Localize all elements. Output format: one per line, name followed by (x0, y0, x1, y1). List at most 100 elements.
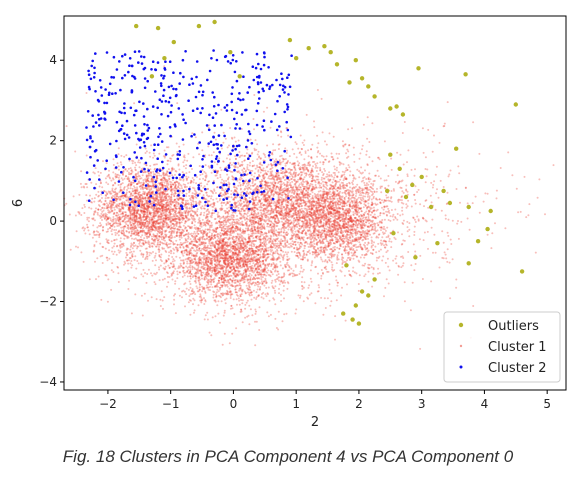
cluster-1-point (128, 190, 131, 193)
cluster-1-point (190, 201, 193, 204)
cluster-1-point (184, 206, 187, 209)
cluster-1-point (215, 272, 218, 275)
cluster-1-point (248, 258, 251, 261)
cluster-1-point (133, 204, 136, 207)
cluster-1-point (140, 226, 143, 229)
cluster-1-point (146, 209, 149, 212)
cluster-1-point (99, 217, 102, 219)
cluster-1-point (141, 187, 144, 190)
cluster-1-point (115, 253, 118, 256)
cluster-1-point (280, 238, 283, 241)
cluster-1-point (148, 218, 151, 221)
cluster-1-point (139, 203, 142, 206)
cluster-1-point (208, 240, 211, 243)
cluster-1-point (167, 168, 170, 171)
cluster-1-point (274, 285, 277, 288)
cluster-1-point (109, 226, 112, 229)
cluster-1-point (188, 295, 191, 297)
cluster-1-point (157, 214, 160, 217)
cluster-1-point (271, 246, 274, 249)
cluster-1-point (139, 217, 142, 220)
cluster-1-point (122, 170, 125, 173)
cluster-1-point (188, 265, 191, 268)
cluster-1-point (135, 212, 138, 214)
cluster-1-point (204, 262, 207, 264)
cluster-1-point (131, 243, 134, 246)
cluster-1-point (139, 199, 142, 202)
cluster-1-point (199, 299, 202, 302)
cluster-1-point (134, 166, 137, 169)
cluster-1-point (69, 248, 72, 251)
cluster-1-point (172, 153, 175, 156)
cluster-1-point (117, 219, 120, 222)
cluster-1-point (167, 204, 170, 207)
cluster-1-point (98, 185, 101, 188)
cluster-1-point (157, 243, 160, 246)
cluster-1-point (222, 270, 225, 273)
cluster-1-point (92, 249, 95, 252)
cluster-1-point (236, 232, 239, 235)
cluster-1-point (136, 178, 139, 181)
cluster-1-point (211, 286, 214, 289)
cluster-1-point (191, 289, 194, 292)
cluster-1-point (160, 233, 163, 236)
cluster-1-point (82, 185, 85, 188)
cluster-1-point (159, 240, 162, 243)
cluster-1-point (127, 262, 130, 265)
cluster-1-point (208, 269, 211, 272)
cluster-1-point (201, 290, 204, 293)
cluster-1-point (177, 184, 180, 187)
cluster-1-point (164, 218, 167, 221)
cluster-1-point (95, 240, 98, 243)
cluster-1-point (217, 279, 220, 282)
cluster-1-point (234, 288, 237, 291)
cluster-1-point (126, 177, 129, 180)
cluster-1-point (162, 217, 165, 220)
cluster-1-point (227, 178, 229, 181)
cluster-1-point (156, 234, 159, 237)
cluster-1-point (235, 327, 238, 330)
cluster-1-point (204, 299, 207, 302)
cluster-1-point (151, 197, 154, 200)
cluster-1-point (213, 266, 216, 269)
cluster-1-point (155, 220, 158, 223)
cluster-1-point (157, 201, 160, 204)
cluster-1-point (245, 250, 248, 253)
cluster-1-point (158, 229, 161, 232)
cluster-1-point (236, 242, 239, 244)
cluster-1-point (180, 234, 183, 237)
cluster-1-point (96, 213, 99, 216)
cluster-1-point (161, 224, 164, 227)
cluster-1-point (144, 210, 147, 213)
cluster-1-point (168, 239, 171, 242)
cluster-1-point (208, 231, 211, 234)
cluster-1-point (153, 226, 156, 229)
cluster-1-point (153, 226, 156, 229)
cluster-1-point (128, 171, 130, 174)
cluster-1-point (160, 202, 163, 205)
cluster-1-point (134, 225, 137, 228)
cluster-1-point (151, 197, 154, 200)
cluster-1-point (237, 255, 240, 258)
cluster-1-point (185, 164, 188, 167)
cluster-1-point (169, 197, 172, 200)
cluster-1-point (160, 199, 163, 202)
cluster-1-point (170, 232, 173, 235)
cluster-1-point (107, 228, 110, 231)
cluster-1-point (147, 229, 150, 232)
cluster-1-point (184, 233, 187, 236)
cluster-1-point (185, 177, 188, 180)
cluster-1-point (153, 210, 156, 213)
cluster-1-point (279, 264, 282, 267)
cluster-1-point (150, 179, 153, 182)
cluster-1-point (213, 291, 216, 294)
cluster-1-point (90, 181, 93, 184)
cluster-1-point (146, 199, 149, 202)
cluster-1-point (95, 183, 98, 186)
cluster-1-point (169, 234, 172, 237)
cluster-1-point (121, 204, 124, 207)
cluster-1-point (328, 171, 331, 174)
cluster-1-point (195, 182, 198, 185)
cluster-1-point (230, 243, 233, 246)
cluster-1-point (113, 229, 116, 231)
